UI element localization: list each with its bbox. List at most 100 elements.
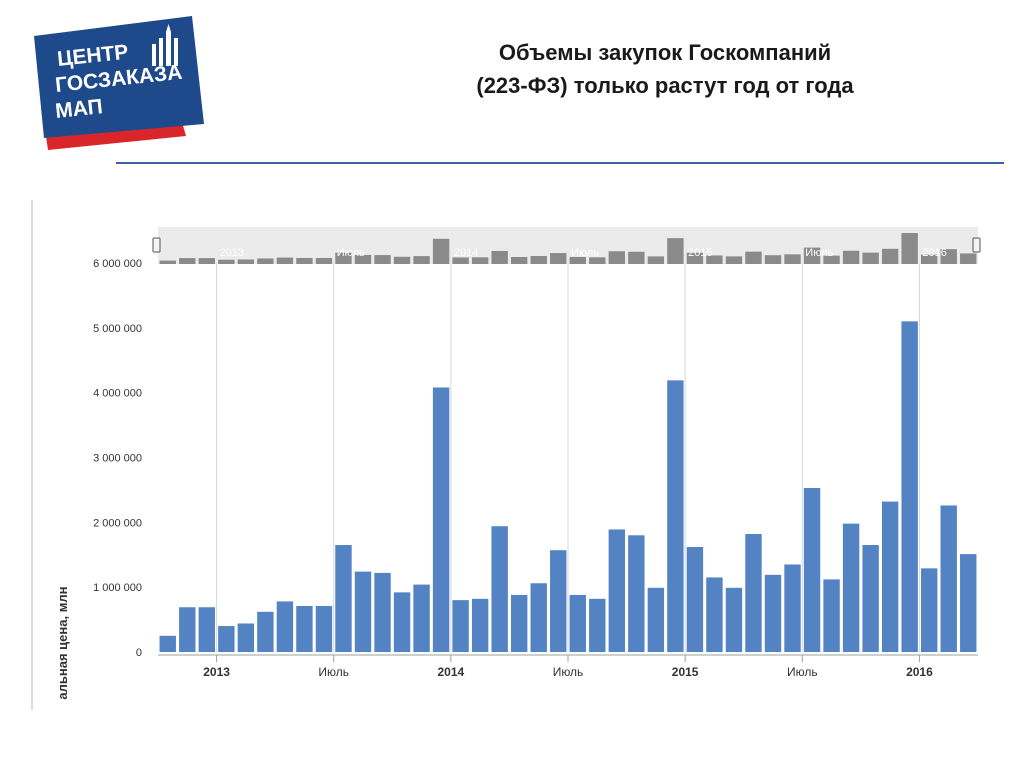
bar-4[interactable]	[237, 623, 255, 652]
bar-8[interactable]	[315, 605, 333, 652]
bar-21[interactable]	[569, 594, 586, 652]
navigator-label: Июль	[571, 247, 599, 259]
x-axis: 2013 Июль 2014 Июль 2015 Июль 2016	[158, 654, 978, 679]
bar-3[interactable]	[218, 626, 235, 652]
bar-0[interactable]	[159, 635, 176, 652]
navigator-bar	[218, 259, 235, 264]
navigator-bar	[960, 253, 977, 264]
bar-34[interactable]	[823, 579, 840, 652]
navigator-bar	[628, 251, 645, 264]
bar-31[interactable]	[764, 574, 782, 652]
x-tick-label: 2014	[438, 665, 465, 679]
navigator-bar	[764, 255, 782, 264]
y-tick-label: 0	[136, 647, 142, 659]
bar-36[interactable]	[862, 545, 879, 652]
bar-5[interactable]	[257, 611, 274, 652]
page-title: Объемы закупок Госкомпаний (223-ФЗ) толь…	[380, 36, 950, 102]
navigator-bar	[530, 255, 547, 264]
bar-22[interactable]	[589, 598, 606, 652]
navigator-bar	[725, 256, 743, 264]
bar-24[interactable]	[628, 535, 645, 652]
navigator-bar	[315, 257, 333, 264]
bar-30[interactable]	[745, 534, 762, 652]
bar-40[interactable]	[940, 505, 957, 652]
bar-18[interactable]	[510, 594, 528, 652]
title-line-2: (223-ФЗ) только растут год от года	[476, 73, 854, 98]
navigator-handle-right[interactable]	[972, 237, 981, 253]
navigator-bar	[706, 255, 723, 264]
x-tick-label: Июль	[787, 665, 818, 679]
bar-23[interactable]	[608, 529, 626, 652]
logo-line-3: МАП	[54, 95, 104, 123]
navigator-bar	[940, 249, 957, 264]
navigator-bar	[413, 256, 430, 264]
x-tick-label: Июль	[553, 665, 584, 679]
y-tick-label: 5 000 000	[93, 323, 142, 335]
navigator-bar	[452, 257, 469, 264]
navigator-bar	[296, 257, 313, 264]
y-tick-label: 2 000 000	[93, 517, 142, 529]
bar-32[interactable]	[784, 564, 801, 652]
bar-7[interactable]	[296, 605, 313, 652]
navigator-handle-left[interactable]	[152, 237, 161, 253]
navigator-bar	[823, 255, 840, 264]
bar-10[interactable]	[354, 571, 372, 652]
bar-14[interactable]	[432, 387, 450, 652]
bar-33[interactable]	[803, 487, 821, 652]
title-line-1: Объемы закупок Госкомпаний	[498, 40, 832, 65]
bars-layer	[159, 321, 977, 652]
bar-9[interactable]	[335, 545, 352, 652]
bar-12[interactable]	[393, 592, 411, 652]
navigator-bar	[589, 257, 606, 264]
bar-1[interactable]	[179, 607, 196, 652]
navigator-bar	[686, 252, 704, 264]
bar-38[interactable]	[901, 321, 918, 652]
left-frame-line	[31, 200, 33, 710]
navigator-bar	[432, 238, 450, 264]
navigator-bar	[491, 250, 508, 264]
bar-13[interactable]	[413, 584, 430, 652]
navigator-bar	[881, 248, 899, 264]
logo: ЦЕНТР ГОСЗАКАЗА МАП	[34, 16, 204, 150]
navigator-bar	[842, 250, 860, 264]
navigator-bar	[354, 254, 372, 264]
x-tick-label: Июль	[318, 665, 349, 679]
bar-27[interactable]	[686, 546, 704, 652]
bar-11[interactable]	[374, 572, 391, 652]
bar-41[interactable]	[960, 554, 977, 652]
bar-39[interactable]	[920, 568, 938, 652]
navigator-label: 2014	[454, 247, 478, 259]
bar-16[interactable]	[471, 598, 489, 652]
bar-37[interactable]	[881, 501, 899, 652]
bar-28[interactable]	[706, 577, 723, 652]
bar-29[interactable]	[725, 587, 743, 652]
title-divider	[116, 162, 1004, 164]
navigator-bar	[667, 238, 684, 264]
navigator-bar	[901, 233, 918, 264]
x-tick-label: 2016	[906, 665, 933, 679]
bar-25[interactable]	[647, 587, 665, 652]
bar-20[interactable]	[550, 550, 567, 652]
procurement-bar-chart: 2013 Июль 2014 Июль 2015 Июль 2016 0 1 000 000 2…	[55, 227, 981, 700]
logo-red-stripe	[46, 122, 186, 150]
bar-6[interactable]	[276, 601, 294, 652]
bar-19[interactable]	[530, 583, 547, 652]
bar-2[interactable]	[198, 607, 216, 652]
navigator-label: 2016	[922, 247, 946, 259]
navigator-bar	[237, 259, 255, 264]
navigator-bar	[608, 251, 626, 264]
y-axis-label: Начальная цена, млн	[55, 587, 70, 700]
navigator[interactable]: 2013 Июль 2014 Июль 2015 Июль 2016	[152, 227, 981, 264]
navigator-bar	[276, 257, 294, 264]
bar-15[interactable]	[452, 600, 469, 652]
kremlin-icon	[152, 24, 178, 66]
bar-35[interactable]	[842, 523, 860, 652]
navigator-bar	[198, 258, 216, 264]
navigator-bar	[920, 254, 938, 264]
bar-17[interactable]	[491, 526, 508, 652]
navigator-bar	[257, 258, 274, 264]
navigator-bar	[569, 256, 586, 264]
navigator-bar	[784, 254, 801, 264]
y-tick-label: 4 000 000	[93, 388, 142, 400]
bar-26[interactable]	[667, 380, 684, 652]
